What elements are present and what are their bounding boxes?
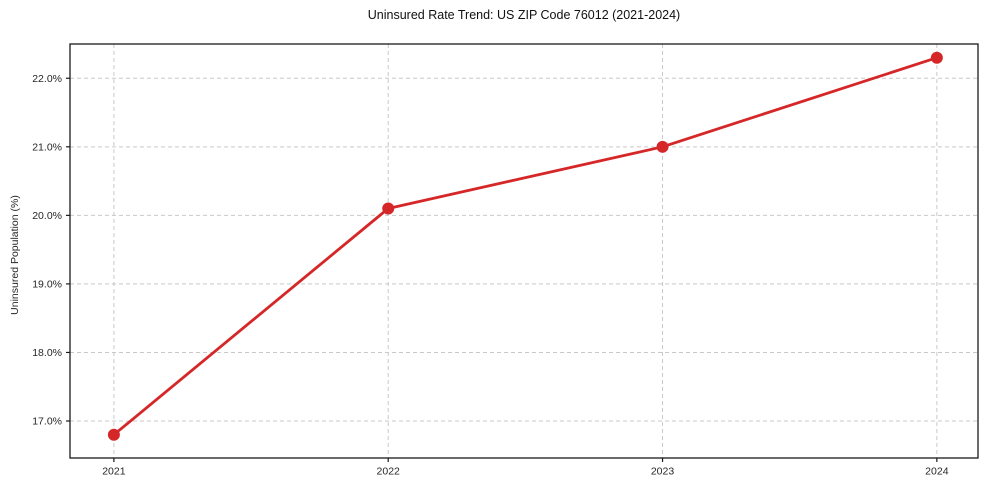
y-tick-label: 18.0% xyxy=(32,347,62,359)
x-tick-label: 2021 xyxy=(102,466,126,478)
x-tick-label: 2022 xyxy=(377,466,401,478)
data-point xyxy=(382,202,395,215)
data-point xyxy=(107,428,120,441)
data-point xyxy=(930,51,943,64)
chart-title: Uninsured Rate Trend: US ZIP Code 76012 … xyxy=(367,8,681,22)
y-tick-label: 20.0% xyxy=(32,210,62,222)
y-tick-label: 17.0% xyxy=(32,415,62,427)
plot-border xyxy=(69,43,979,459)
x-tick-label: 2023 xyxy=(651,466,675,478)
y-tick-label: 22.0% xyxy=(32,73,62,85)
y-tick-label: 21.0% xyxy=(32,141,62,153)
y-tick-label: 19.0% xyxy=(32,278,62,290)
data-point xyxy=(656,140,669,153)
trend-line xyxy=(112,56,939,437)
x-tick-label: 2024 xyxy=(925,466,949,478)
